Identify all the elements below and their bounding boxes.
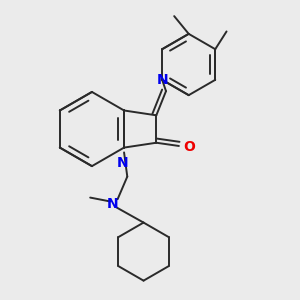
Text: N: N — [156, 73, 168, 87]
Text: O: O — [183, 140, 195, 154]
Text: N: N — [117, 156, 128, 170]
Text: N: N — [107, 197, 118, 211]
